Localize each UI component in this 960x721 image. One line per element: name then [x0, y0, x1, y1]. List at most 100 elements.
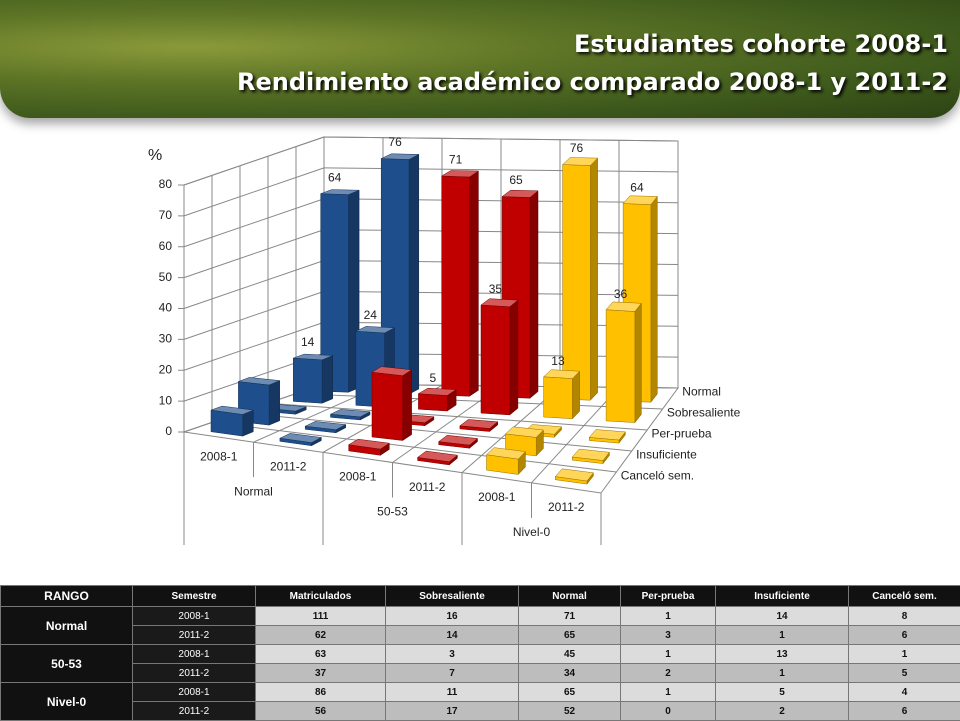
y-tick-label: 80: [159, 177, 173, 191]
bar-front: [293, 358, 322, 403]
bar-front: [442, 176, 470, 396]
x-tick-label: 2011-2: [409, 480, 446, 494]
group-label: 50-53: [377, 505, 408, 519]
number-cell: 0: [621, 702, 716, 721]
y-tick-label: 50: [159, 270, 173, 284]
y-tick-label: 40: [159, 301, 173, 315]
legend-label: Normal: [682, 385, 721, 399]
number-cell: 52: [519, 702, 621, 721]
bar-front: [544, 377, 573, 419]
bar: [563, 158, 598, 401]
number-cell: 71: [519, 607, 621, 626]
bar: [487, 448, 526, 475]
number-cell: 2: [716, 702, 849, 721]
number-cell: 65: [519, 683, 621, 702]
legend-label: Insuficiente: [636, 448, 697, 462]
data-label: 65: [509, 173, 523, 187]
bar: [418, 388, 456, 411]
data-label: 71: [449, 153, 463, 167]
y-tick-label: 70: [159, 208, 173, 222]
legend-label: Sobresaliente: [667, 406, 741, 420]
number-cell: 7: [386, 664, 519, 683]
number-cell: 63: [256, 645, 386, 664]
number-cell: 37: [256, 664, 386, 683]
number-cell: 1: [849, 645, 960, 664]
bar-side: [510, 300, 518, 415]
header-cell: Per-prueba: [621, 586, 716, 607]
group-label: Nivel-0: [513, 525, 551, 539]
data-label: 76: [388, 135, 402, 149]
number-cell: 1: [716, 664, 849, 683]
number-cell: 45: [519, 645, 621, 664]
data-label: 13: [551, 354, 565, 368]
number-cell: 65: [519, 626, 621, 645]
x-tick-label: 2011-2: [270, 459, 307, 473]
header-cell: Matriculados: [256, 586, 386, 607]
number-cell: 3: [621, 626, 716, 645]
y-tick-label: 10: [159, 393, 173, 407]
number-cell: 111: [256, 607, 386, 626]
legend-label: Per-prueba: [652, 427, 712, 441]
header-cell: Sobresaliente: [386, 586, 519, 607]
rango-cell: 50-53: [1, 645, 133, 683]
bar-side: [403, 370, 412, 441]
x-tick-label: 2008-1: [200, 449, 238, 463]
bar: [372, 367, 412, 441]
y-tick-label: 60: [159, 239, 173, 253]
number-cell: 3: [386, 645, 519, 664]
number-cell: 1: [621, 683, 716, 702]
header-cell: Semestre: [133, 586, 256, 607]
rango-cell: Nivel-0: [1, 683, 133, 721]
data-label: 24: [364, 308, 378, 322]
semester-cell: 2011-2: [133, 702, 256, 721]
data-label: 35: [489, 282, 503, 296]
number-cell: 17: [386, 702, 519, 721]
bar-side: [322, 356, 333, 404]
number-cell: 14: [386, 626, 519, 645]
bar-front: [606, 310, 635, 423]
bar-side: [572, 371, 579, 419]
semester-cell: 2011-2: [133, 626, 256, 645]
legend-label: Canceló sem.: [621, 469, 694, 483]
bar: [442, 171, 479, 397]
number-cell: 13: [716, 645, 849, 664]
bar: [544, 370, 580, 419]
header-cell: Normal: [519, 586, 621, 607]
number-cell: 16: [386, 607, 519, 626]
bar-front: [418, 394, 447, 411]
number-cell: 6: [849, 702, 960, 721]
data-label: 64: [328, 170, 342, 184]
x-tick-label: 2011-2: [548, 500, 585, 514]
chart: % 010203040506070802008-12011-22008-1201…: [0, 0, 960, 580]
number-cell: 11: [386, 683, 519, 702]
number-cell: 5: [716, 683, 849, 702]
bar-side: [409, 154, 419, 394]
rango-cell: Normal: [1, 607, 133, 645]
semester-cell: 2011-2: [133, 664, 256, 683]
number-cell: 2: [621, 664, 716, 683]
x-tick-label: 2008-1: [478, 490, 516, 504]
number-cell: 86: [256, 683, 386, 702]
bar-front: [481, 305, 510, 415]
y-tick-label: 20: [159, 362, 173, 376]
bar: [211, 406, 253, 436]
bar-top: [606, 302, 641, 312]
number-cell: 1: [621, 645, 716, 664]
bar-front: [372, 372, 403, 440]
y-tick-label: 0: [165, 424, 172, 438]
semester-cell: 2008-1: [133, 683, 256, 702]
number-cell: 14: [716, 607, 849, 626]
number-cell: 5: [849, 664, 960, 683]
data-label: 5: [429, 371, 436, 385]
bar: [589, 430, 625, 444]
number-cell: 8: [849, 607, 960, 626]
